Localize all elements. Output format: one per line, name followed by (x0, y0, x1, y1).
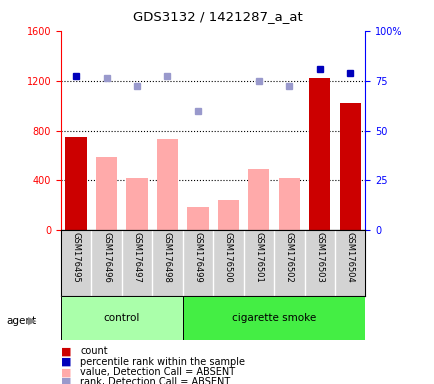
Bar (309, 78, 330, 230)
Bar (278, 178, 299, 230)
Text: percentile rank within the sample: percentile rank within the sample (80, 357, 245, 367)
Bar (66, 137, 87, 230)
Text: ■: ■ (61, 377, 71, 384)
Bar (217, 200, 239, 230)
Bar (182, 296, 365, 340)
Text: ■: ■ (61, 346, 71, 356)
Bar (126, 178, 148, 230)
Text: agent: agent (7, 316, 36, 326)
Text: control: control (103, 313, 140, 323)
Text: rank, Detection Call = ABSENT: rank, Detection Call = ABSENT (80, 377, 230, 384)
Bar (157, 139, 178, 230)
Text: count: count (80, 346, 108, 356)
Bar (95, 157, 117, 230)
Text: GSM176500: GSM176500 (224, 232, 232, 283)
Text: GSM176502: GSM176502 (284, 232, 293, 283)
Text: ▶: ▶ (28, 316, 37, 326)
Text: value, Detection Call = ABSENT: value, Detection Call = ABSENT (80, 367, 235, 377)
Text: GSM176495: GSM176495 (72, 232, 80, 283)
Bar (187, 207, 208, 230)
Bar (339, 103, 360, 230)
Text: GSM176499: GSM176499 (193, 232, 202, 283)
Text: GSM176504: GSM176504 (345, 232, 354, 283)
Text: ■: ■ (61, 357, 71, 367)
Text: GDS3132 / 1421287_a_at: GDS3132 / 1421287_a_at (132, 10, 302, 23)
Text: GSM176496: GSM176496 (102, 232, 111, 283)
Text: GSM176498: GSM176498 (163, 232, 171, 283)
Bar (248, 169, 269, 230)
Text: GSM176501: GSM176501 (254, 232, 263, 283)
Text: GSM176497: GSM176497 (132, 232, 141, 283)
Text: ■: ■ (61, 367, 71, 377)
Text: GSM176503: GSM176503 (315, 232, 323, 283)
Bar (61, 296, 182, 340)
Text: cigarette smoke: cigarette smoke (231, 313, 316, 323)
